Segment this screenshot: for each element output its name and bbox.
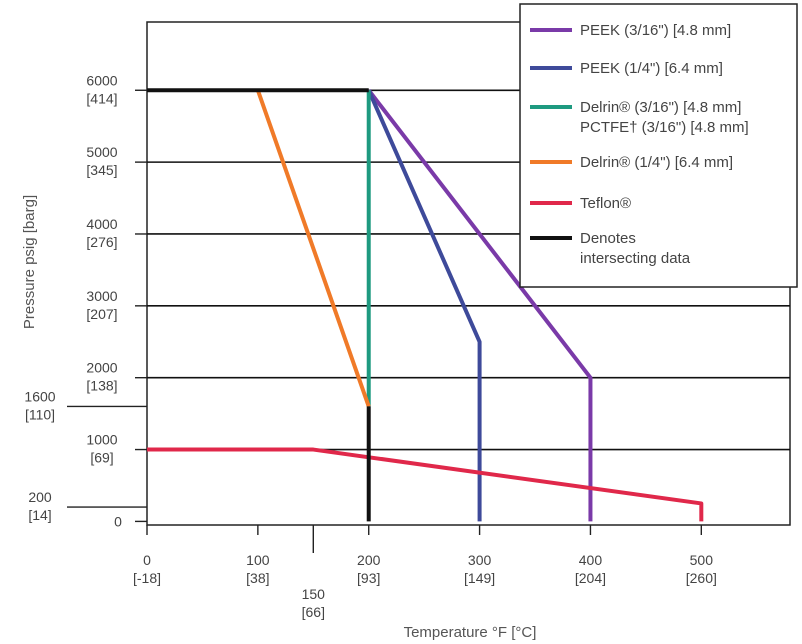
x-tick-label: 100 xyxy=(246,552,270,568)
x-tick-label: 0 xyxy=(143,552,151,568)
x-tick-sublabel: [260] xyxy=(686,570,717,586)
y-tick-label: 0 xyxy=(114,513,122,529)
y-tick-label: 1600 xyxy=(24,388,55,404)
y-tick-sublabel: [110] xyxy=(25,406,55,422)
y-tick-label: 5000 xyxy=(86,144,117,160)
y-tick-sublabel: [69] xyxy=(90,450,113,466)
x-tick-sublabel: [38] xyxy=(246,570,269,586)
x-tick-sublabel: [93] xyxy=(357,570,380,586)
x-tick-sublabel: [204] xyxy=(575,570,606,586)
legend-label: Delrin® (1/4") [6.4 mm] xyxy=(580,154,733,171)
y-axis-title: Pressure psig [barg] xyxy=(21,195,38,329)
legend-label: PEEK (3/16") [4.8 mm] xyxy=(580,22,731,39)
legend-label: PCTFE† (3/16") [4.8 mm] xyxy=(580,119,749,136)
series-line xyxy=(366,89,482,522)
x-axis-title: Temperature °F [°C] xyxy=(404,624,537,641)
y-tick-label: 3000 xyxy=(86,288,117,304)
legend-label: PEEK (1/4") [6.4 mm] xyxy=(580,60,723,77)
series-line xyxy=(255,89,371,408)
y-tick-label: 2000 xyxy=(86,360,117,376)
legend-label: Delrin® (3/16") [4.8 mm] xyxy=(580,99,741,116)
x-tick-sublabel: [149] xyxy=(464,570,495,586)
legend-box xyxy=(519,3,798,288)
x-tick-label: 400 xyxy=(579,552,603,568)
x-tick-label: 150 xyxy=(302,586,326,602)
y-tick-sublabel: [414] xyxy=(86,90,117,106)
y-tick-sublabel: [14] xyxy=(28,507,51,523)
legend-label: Teflon® xyxy=(580,195,631,212)
y-tick-label: 6000 xyxy=(86,72,117,88)
y-tick-sublabel: [276] xyxy=(86,234,117,250)
y-tick-label: 1000 xyxy=(86,432,117,448)
x-tick-label: 200 xyxy=(357,552,381,568)
legend-label: intersecting data xyxy=(580,250,691,267)
series-line xyxy=(147,447,704,522)
x-tick-sublabel: [66] xyxy=(302,604,325,620)
y-tick-label: 200 xyxy=(28,489,52,505)
legend-label: Denotes xyxy=(580,230,636,247)
y-tick-label: 4000 xyxy=(86,216,117,232)
x-tick-sublabel: [-18] xyxy=(133,570,161,586)
y-tick-sublabel: [207] xyxy=(86,306,117,322)
series-line xyxy=(367,89,593,522)
y-tick-sublabel: [138] xyxy=(86,378,117,394)
y-tick-sublabel: [345] xyxy=(86,162,117,178)
x-tick-label: 500 xyxy=(690,552,714,568)
x-tick-label: 300 xyxy=(468,552,492,568)
